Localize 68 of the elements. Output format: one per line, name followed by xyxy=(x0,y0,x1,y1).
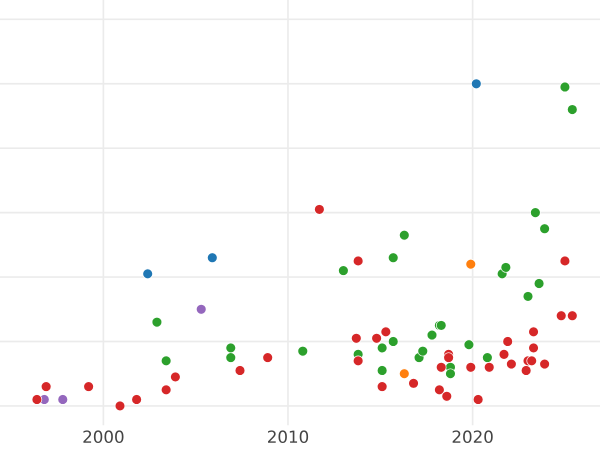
point xyxy=(32,394,42,405)
x-tick-label: 2010 xyxy=(268,430,308,444)
point xyxy=(170,372,181,382)
point xyxy=(160,356,172,366)
point xyxy=(471,78,482,90)
point xyxy=(530,207,541,218)
point xyxy=(40,381,52,392)
point xyxy=(466,258,476,270)
point xyxy=(376,342,388,354)
point xyxy=(298,346,308,356)
point xyxy=(534,278,544,289)
point xyxy=(352,356,364,366)
point xyxy=(506,358,517,370)
point xyxy=(539,358,550,370)
point xyxy=(502,336,513,347)
x-tick-label: 2020 xyxy=(452,430,493,444)
point xyxy=(399,230,410,240)
point xyxy=(207,252,218,263)
point xyxy=(482,352,493,363)
point xyxy=(376,381,388,392)
point xyxy=(464,339,474,350)
point xyxy=(434,384,445,396)
point xyxy=(466,362,476,373)
point xyxy=(131,394,142,405)
point xyxy=(58,394,68,405)
point xyxy=(443,352,454,363)
point xyxy=(539,223,550,234)
point xyxy=(528,326,539,338)
point xyxy=(114,400,126,412)
point xyxy=(418,346,428,356)
point xyxy=(388,252,398,263)
point xyxy=(484,362,494,373)
point xyxy=(436,362,446,373)
point xyxy=(560,256,570,266)
point xyxy=(520,365,532,376)
x-tick-label: 2000 xyxy=(83,430,124,444)
point xyxy=(528,342,539,354)
point xyxy=(262,352,273,363)
point xyxy=(196,304,206,315)
point xyxy=(388,336,398,347)
point xyxy=(426,330,438,340)
point xyxy=(376,365,388,376)
point xyxy=(371,333,382,344)
point xyxy=(226,342,236,354)
point xyxy=(314,204,325,215)
point xyxy=(351,333,362,344)
point xyxy=(226,352,236,363)
point xyxy=(160,384,172,396)
point xyxy=(338,265,349,276)
point xyxy=(142,268,153,280)
point xyxy=(442,390,452,402)
point xyxy=(472,394,484,405)
point xyxy=(556,310,566,321)
point xyxy=(352,256,364,266)
point xyxy=(522,291,534,302)
point xyxy=(399,368,410,379)
point xyxy=(560,82,570,92)
point xyxy=(83,381,94,392)
point xyxy=(567,104,578,115)
point xyxy=(567,310,578,321)
point xyxy=(408,378,419,389)
point xyxy=(380,326,392,338)
point xyxy=(500,262,512,273)
point xyxy=(234,365,246,376)
point xyxy=(526,356,537,366)
point xyxy=(152,316,162,328)
point xyxy=(498,349,510,360)
point xyxy=(445,368,456,379)
